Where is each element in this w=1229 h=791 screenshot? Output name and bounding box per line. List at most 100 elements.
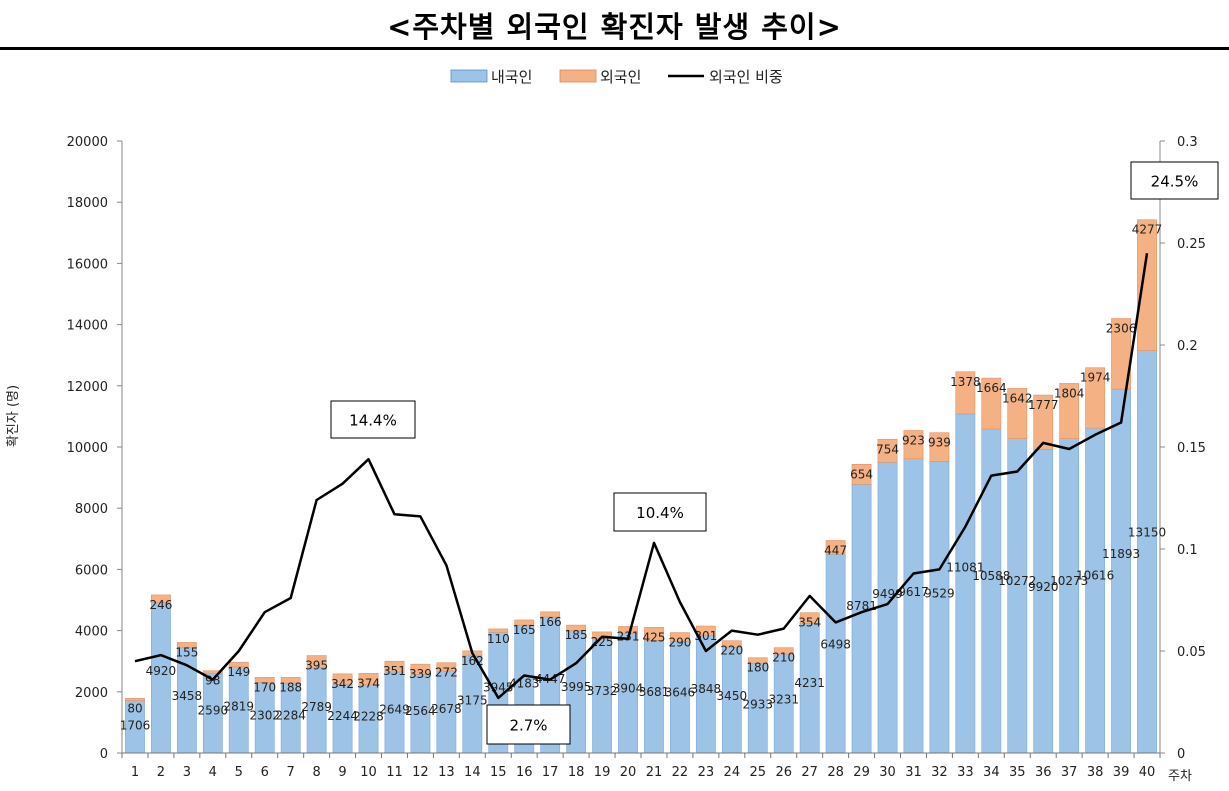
data-label-foreign: 185 [565,628,588,642]
x-axis-tick-label: 29 [853,765,870,780]
bar-domestic [1111,388,1131,754]
data-label-foreign: 165 [513,623,536,637]
x-axis-tick-label: 22 [672,765,689,780]
data-label-foreign: 246 [149,598,172,612]
x-axis-tick-label: 36 [1035,765,1052,780]
data-label-foreign: 447 [824,543,847,557]
legend-swatch-foreign [559,69,597,83]
x-axis-tick-label: 17 [542,765,559,780]
data-label-domestic: 9499 [872,587,903,601]
data-label-domestic: 3732 [587,684,618,698]
bar-foreign [125,698,145,702]
bar-foreign [1059,383,1080,439]
data-label-foreign: 1378 [950,375,981,389]
x-axis-tick-label: 1 [131,765,139,780]
title-rule [0,47,1229,50]
y-axis-tick-label: 20000 [67,135,108,150]
data-label-domestic: 2302 [249,708,280,722]
data-label-domestic: 3175 [457,694,488,708]
data-label-domestic: 3995 [561,680,592,694]
bar-foreign [773,647,794,655]
x-axis-tick-label: 24 [724,765,741,780]
data-label-foreign: 923 [902,433,925,447]
bar-foreign [799,612,820,624]
x-axis-tick-label: 3 [183,765,191,780]
data-label-foreign: 1642 [1002,391,1033,405]
x-axis-tick-label: 11 [386,765,403,780]
x-axis-tick-label: 40 [1139,765,1156,780]
y-axis-tick-label: 12000 [67,380,108,395]
data-label-domestic: 10588 [972,569,1010,583]
legend-swatch-domestic [450,69,488,83]
data-label-domestic: 10273 [1050,574,1088,588]
y2-axis-tick-label: 0.3 [1177,135,1198,150]
data-label-domestic: 4231 [794,676,825,690]
x-axis-tick-label: 19 [594,765,611,780]
bar-domestic [1137,350,1157,754]
bar-foreign [1033,394,1054,450]
data-label-domestic: 10272 [998,574,1036,588]
x-axis-tick-label: 15 [490,765,507,780]
data-label-foreign: 1777 [1028,398,1059,412]
x-axis-tick-label: 25 [750,765,767,780]
data-label-domestic: 3848 [691,682,722,696]
bar-foreign [280,677,301,684]
data-label-foreign: 395 [305,659,328,673]
data-label-domestic: 2590 [198,703,229,717]
bar-domestic [955,413,976,754]
x-axis-tick-label: 12 [412,765,429,780]
bar-foreign [955,371,976,415]
data-label-domestic: 13150 [1128,526,1166,540]
x-axis-tick-label: 9 [338,765,346,780]
data-label-foreign: 166 [539,615,562,629]
x-axis-tick-label: 28 [827,765,844,780]
bar-foreign [851,463,872,485]
x-axis-tick-label: 21 [646,765,663,780]
x-axis-tick-label: 16 [516,765,533,780]
bar-foreign [747,657,768,664]
data-label-foreign: 110 [487,632,510,646]
annotation-low-box [486,704,571,745]
x-axis-tick-label: 37 [1061,765,1078,780]
x-axis-tick-label: 39 [1113,765,1130,780]
x-axis-tick-label: 32 [931,765,948,780]
data-label-foreign: 939 [928,436,951,450]
x-axis-tick-label: 26 [775,765,792,780]
bar-foreign [566,624,587,632]
y2-axis-tick-label: 0.1 [1177,543,1198,558]
data-label-domestic: 3646 [665,686,696,700]
bar-domestic [877,462,898,754]
x-axis-tick-label: 5 [235,765,243,780]
x-axis-tick-label: 7 [287,765,295,780]
data-label-foreign: 155 [175,645,198,659]
y-axis-tick-label: 18000 [67,196,108,211]
data-label-domestic: 2244 [327,709,358,723]
x-axis-tick-label: 35 [1009,765,1026,780]
x-axis-tick-label: 34 [983,765,1000,780]
data-label-foreign: 1664 [976,381,1007,395]
annotation-low: 2.7% [509,717,547,735]
data-label-foreign: 754 [876,442,899,456]
bar-foreign [332,673,353,685]
data-label-foreign: 4277 [1132,223,1163,237]
bar-foreign [488,628,509,633]
bar-foreign [825,540,846,555]
y-axis-tick-label: 2000 [75,686,108,701]
y-axis-tick-label: 16000 [67,257,108,272]
data-label-foreign: 425 [643,630,666,644]
data-label-domestic: 4920 [146,664,177,678]
data-label-domestic: 4183 [509,677,540,691]
data-label-domestic: 3450 [717,689,748,703]
data-label-foreign: 180 [746,661,769,675]
y-axis-tick-label: 14000 [67,319,108,334]
bar-foreign [228,661,249,668]
y2-axis-tick-label: 0.25 [1177,237,1206,252]
legend-label-foreign: 외국인 [600,68,641,86]
bar-foreign [254,677,275,683]
data-label-domestic: 3458 [172,689,203,703]
data-label-domestic: 3231 [768,693,799,707]
x-axis-tick-label: 20 [620,765,637,780]
data-label-foreign: 1974 [1080,371,1111,385]
x-axis-tick-label: 4 [209,765,217,780]
